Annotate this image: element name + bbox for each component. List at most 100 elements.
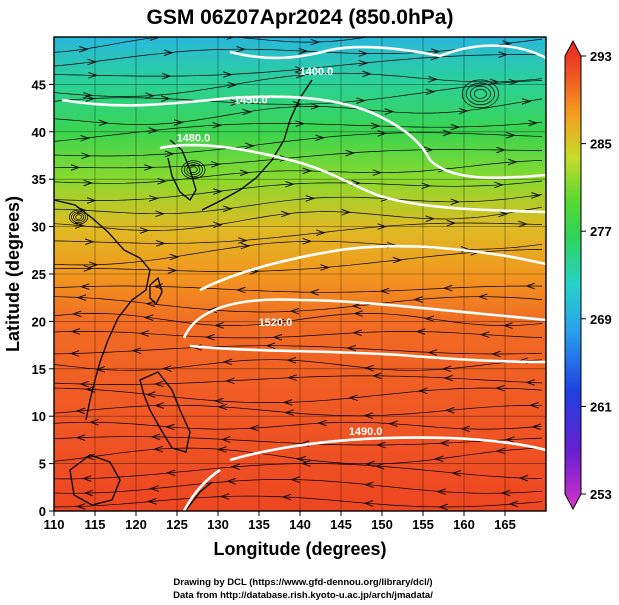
streamline-arrow [494,181,504,189]
contour-labels: 1400.0 1450.0 1480.0 1520.0 1490.0 [177,66,383,438]
streamline-arrow [153,445,163,453]
streamline-arrow [145,391,156,398]
streamline-arrow [372,372,382,380]
streamline-arrow [217,446,227,453]
streamline-arrow [316,229,326,236]
grid-lines [54,37,546,511]
streamline [54,121,543,142]
streamline-arrow [294,66,305,73]
streamline-arrow [236,45,246,53]
streamline-arrow [88,261,99,269]
x-tick-label: 165 [494,517,516,532]
x-axis-ticks: 110 115 120 125 130 135 140 145 150 155 160 165 [44,511,516,532]
streamline-arrow [496,447,506,455]
streamline-arrow [280,210,291,218]
colorbar-tick-label: 293 [590,49,612,64]
colorbar-tick-label: 261 [590,399,612,414]
y-tick-label: 20 [32,314,46,329]
streamline-arrow [167,267,178,274]
streamline-arrow [531,423,542,430]
x-tick-label: 150 [371,517,393,532]
streamline-arrow [356,97,366,104]
streamline-arrow [163,49,174,56]
streamline [54,404,542,417]
streamline-arrow [508,78,519,86]
streamline [54,331,543,339]
streamline-arrow [150,433,161,441]
x-tick-label: 115 [85,517,106,532]
x-tick-label: 160 [453,517,475,532]
coastline-korea [167,139,197,201]
streamline-arrow [79,380,89,388]
streamline-arrow [377,130,388,137]
x-tick-label: 125 [166,517,188,532]
coastlines [54,79,313,511]
streamline [54,463,543,480]
streamline-arrow [165,469,176,477]
streamline-arrow [239,169,250,177]
streamline-arrow [154,380,164,388]
streamline-arrow [83,265,94,272]
swirl-streamline [69,209,89,225]
x-tick-label: 135 [248,517,270,532]
swirl-streamline [183,162,203,178]
streamline-arrow [220,436,231,443]
streamline [54,387,543,403]
streamline-arrow [286,357,297,364]
streamline-arrow [531,192,541,199]
streamline [54,479,543,494]
streamline-arrow [352,329,362,336]
streamline-arrow [240,242,251,250]
colorbar-tick-label: 269 [590,312,612,327]
streamline-arrow [365,460,375,468]
streamline-arrow [353,310,363,317]
credit-line-1: Drawing by DCL (https://www.gfd-dennou.o… [173,577,432,588]
streamline-arrow [376,441,386,449]
streamline-arrow [155,210,165,217]
streamline-arrow [285,180,295,188]
streamline-arrow [348,394,358,402]
streamline-arrow [290,476,300,483]
coastline-newguinea [185,481,213,511]
streamline-arrow [506,132,516,139]
streamline-arrow [450,123,461,131]
streamline [54,206,543,231]
streamline-arrow [363,412,374,419]
streamline-arrow [160,95,171,102]
streamline-arrow [292,101,303,108]
streamline-arrow [451,470,462,477]
swirl-streamline [186,164,201,176]
streamline-arrow [505,436,515,443]
x-tick-label: 155 [412,517,434,532]
streamline-arrow [377,223,387,230]
y-axis-ticks: 0 5 10 15 20 25 30 35 40 45 [32,77,54,519]
streamline-arrow [364,481,374,489]
streamline-arrow [80,134,90,142]
streamline [54,436,543,446]
y-tick-label: 30 [32,220,46,235]
streamline-arrow [346,344,357,352]
streamline-arrow [310,38,321,46]
streamline-arrow [79,283,90,290]
streamline-arrow [358,59,369,67]
streamline-arrow [161,72,172,80]
streamline-arrow [478,293,488,300]
coastline-borneo [69,454,121,506]
streamline-arrow [439,439,450,447]
streamline [54,80,543,105]
streamline-arrow [345,149,356,157]
streamlines [54,37,543,511]
streamline-arrow [425,215,436,222]
streamline-arrow [157,178,167,185]
streamline-arrow [272,334,283,341]
streamline-arrow [434,455,444,463]
streamline-arrow [76,294,87,301]
contour-1480 [159,143,546,214]
streamline-arrow [528,119,538,127]
streamline-arrow [317,419,327,427]
streamline-arrow [226,478,236,485]
streamline-arrow [427,349,438,356]
streamline-arrow [296,455,306,463]
streamline-arrow [460,425,471,433]
streamline [54,72,543,97]
